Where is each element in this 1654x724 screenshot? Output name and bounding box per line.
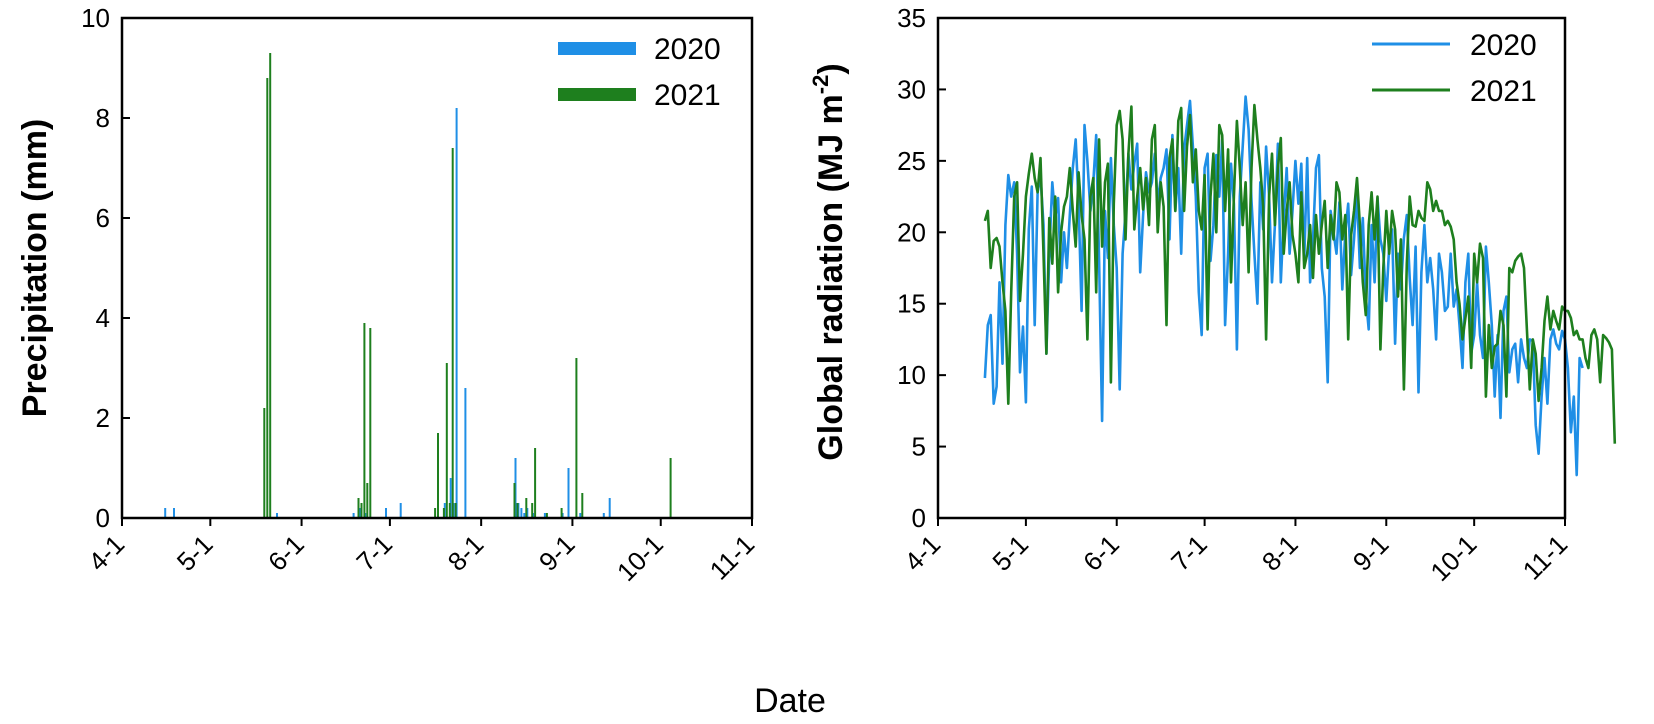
precip-bar-2021-6-24	[369, 328, 372, 518]
y-tick-label: 20	[897, 217, 926, 247]
precip-bar-2021-6-21	[360, 503, 363, 518]
x-tick-label: 7-1	[1165, 529, 1213, 577]
precip-bar-2021-9-4	[581, 493, 584, 518]
y-tick-label: 25	[897, 146, 926, 176]
precip-bar-2021-8-28	[560, 508, 563, 518]
precipitation-chart: 4-1 5-1 6-1 7-1 8-1 9-1 10-1 11-1 0 2 4 6 8 10 Preci…	[16, 3, 760, 587]
precip-bar-2020-7-27	[464, 388, 467, 518]
x-tick-label: 5-1	[171, 529, 219, 577]
y-tick-label: 0	[96, 503, 110, 533]
precip-bar-2020-7-24	[455, 108, 458, 518]
y-tick-label: 15	[897, 289, 926, 319]
precip-bar-2020-9-4	[579, 513, 582, 518]
precip-bar-2021-6-22	[363, 323, 366, 518]
y-tick-label: 10	[897, 360, 926, 390]
precip-bar-2021-7-22	[451, 148, 454, 518]
x-tick-label: 7-1	[350, 529, 398, 577]
precipitation-legend: 2020 2021	[558, 33, 721, 112]
x-tick-label: 8-1	[442, 529, 490, 577]
precip-bar-2020-9-12	[602, 513, 605, 518]
precip-bar-2021-7-17	[437, 433, 439, 518]
precipitation-y-axis-title: Precipitation (mm)	[16, 119, 54, 417]
radiation-legend: 2020 2021	[1372, 29, 1537, 108]
legend-label-2021: 2021	[1470, 75, 1537, 108]
precip-bar-2021-5-19	[263, 408, 266, 518]
precip-bar-2021-7-19	[442, 508, 445, 518]
precip-bar-2021-5-20	[266, 78, 269, 518]
precip-bar-2021-8-23	[545, 513, 548, 518]
radiation-lines	[983, 95, 1617, 477]
legend-swatch-2020	[558, 42, 636, 55]
y-tick-label: 4	[96, 303, 110, 333]
precip-bar-2021-8-13	[516, 503, 519, 518]
x-tick-label: 8-1	[1256, 529, 1304, 577]
x-tick-label: 9-1	[1347, 529, 1395, 577]
radiation-plot-frame	[936, 16, 1567, 520]
precip-bar-2021-8-19	[534, 448, 537, 518]
legend-label-2021: 2021	[654, 79, 721, 112]
precip-bar-2020-7-5	[399, 503, 402, 518]
precip-bar-2021-7-20	[445, 363, 448, 518]
precip-bar-2020-8-16	[523, 513, 526, 518]
x-tick-label: 10-1	[1424, 529, 1482, 587]
x-tick-label: 4-1	[82, 529, 130, 577]
precip-bar-2020-5-24	[276, 513, 278, 518]
radiation-chart: 4-1 5-1 6-1 7-1 8-1 9-1 10-1 11-1 0 5 10 15 20 25 30 3…	[808, 3, 1617, 587]
shared-x-axis-title: Date	[754, 682, 826, 720]
precip-bar-2020-6-19	[352, 513, 355, 518]
y-tick-label: 6	[96, 203, 110, 233]
precip-bar-2021-9-2	[575, 358, 578, 518]
legend-label-2020: 2020	[1470, 29, 1537, 62]
precip-bar-2021-6-20	[357, 498, 360, 518]
y-tick-label: 2	[96, 403, 110, 433]
precip-bar-2020-7-22	[449, 478, 452, 518]
precip-bar-2021-10-4	[669, 458, 672, 518]
precipitation-x-axis: 4-1 5-1 6-1 7-1 8-1 9-1 10-1 11-1	[82, 518, 760, 587]
precip-bar-2020-8-15	[520, 508, 523, 518]
x-tick-label: 10-1	[611, 529, 669, 587]
radiation-y-axis: 0 5 10 15 20 25 30 35	[897, 3, 946, 533]
precip-bar-2021-7-16	[434, 508, 437, 518]
x-tick-label: 6-1	[1077, 529, 1125, 577]
y-tick-label: 8	[96, 103, 110, 133]
precip-bar-2020-4-16	[164, 508, 167, 518]
precip-bar-2020-6-30	[385, 508, 387, 518]
x-tick-label: 4-1	[898, 529, 946, 577]
legend-swatch-2021	[558, 88, 636, 101]
y-tick-label: 5	[912, 432, 926, 462]
x-tick-label: 11-1	[704, 529, 761, 586]
x-tick-label: 11-1	[1517, 529, 1574, 586]
precipitation-bars	[164, 53, 672, 518]
x-tick-label: 9-1	[533, 529, 581, 577]
precipitation-y-axis: 0 2 4 6 8 10	[81, 3, 130, 533]
radiation-x-axis: 4-1 5-1 6-1 7-1 8-1 9-1 10-1 11-1	[898, 518, 1573, 587]
radiation-line-2021	[983, 103, 1617, 444]
precip-bar-2021-8-12	[513, 483, 516, 518]
precip-bar-2021-8-18	[531, 503, 534, 518]
x-tick-label: 5-1	[986, 529, 1034, 577]
precip-bar-2021-6-23	[366, 483, 369, 518]
precip-bar-2021-7-21	[448, 503, 451, 518]
precip-bar-2021-8-16	[525, 498, 528, 518]
legend-label-2020: 2020	[654, 33, 721, 66]
radiation-line-2020	[983, 95, 1584, 477]
x-tick-label: 6-1	[262, 529, 310, 577]
precip-bar-2021-7-23	[454, 503, 457, 518]
precip-bar-2020-8-31	[567, 468, 570, 518]
y-tick-label: 0	[912, 503, 926, 533]
precip-bar-2020-9-14	[608, 498, 611, 518]
y-tick-label: 10	[81, 3, 110, 33]
precip-bar-2020-8-23	[543, 513, 546, 518]
precipitation-plot-frame	[120, 16, 754, 520]
precip-bar-2020-4-19	[173, 508, 175, 518]
precip-bar-2021-5-21	[269, 53, 272, 518]
y-tick-label: 30	[897, 74, 926, 104]
radiation-y-axis-title: Global radiation (MJ m-2)	[808, 63, 850, 460]
y-tick-label: 35	[897, 3, 926, 33]
